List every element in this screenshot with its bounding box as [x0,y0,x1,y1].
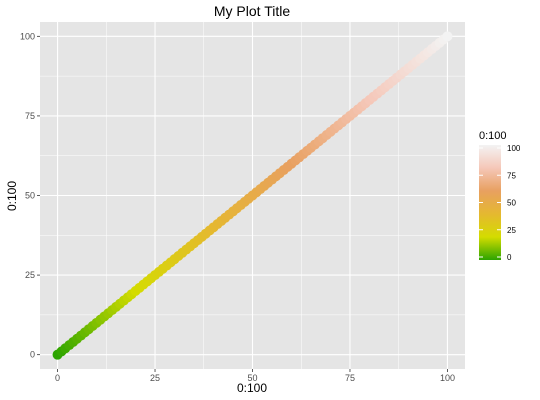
y-tick-label: 0 [30,350,35,360]
y-tick-label: 25 [25,270,35,280]
legend-ticks: 100 75 50 25 0 [479,144,521,262]
y-axis-title: 0:100 [5,181,19,211]
plot-title: My Plot Title [214,3,290,19]
legend: 0:100 100 75 50 25 0 [479,130,521,262]
legend-title: 0:100 [479,130,507,142]
x-axis: 0 25 50 75 100 [55,369,455,383]
data-points [52,31,453,360]
legend-label: 100 [507,144,521,153]
y-tick-label: 75 [25,111,35,121]
x-tick-label: 100 [440,373,455,383]
x-axis-title: 0:100 [237,381,267,395]
x-tick-label: 50 [247,373,257,383]
legend-label: 50 [507,199,516,208]
legend-colorbar [479,145,501,260]
y-tick-label: 50 [25,191,35,201]
x-tick-label: 0 [55,373,60,383]
x-tick-label: 75 [345,373,355,383]
y-axis: 0 25 50 75 100 [20,31,40,360]
y-tick-label: 100 [20,31,35,41]
x-tick-label: 25 [150,373,160,383]
data-point [442,31,453,42]
legend-label: 0 [507,253,512,262]
legend-label: 75 [507,171,516,180]
legend-label: 25 [507,226,516,235]
